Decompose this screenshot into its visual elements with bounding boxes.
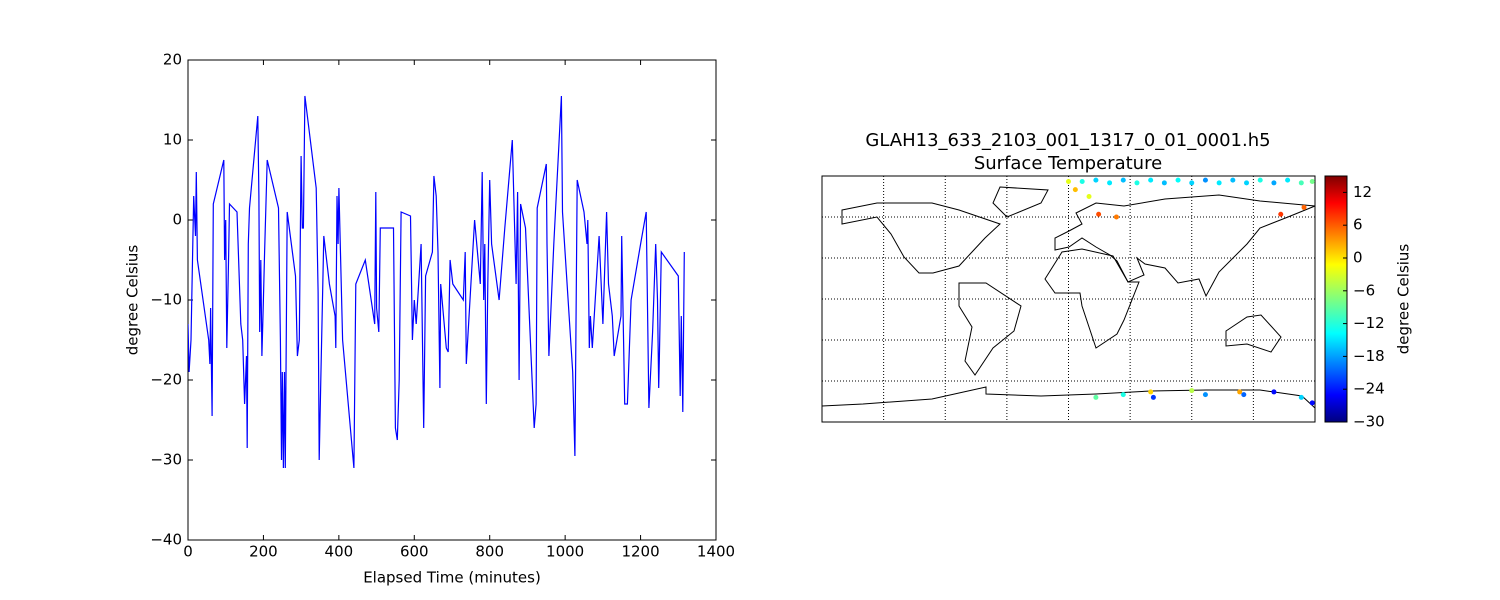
colorbar-tick-label: −18 xyxy=(1353,347,1385,365)
track-point xyxy=(1271,389,1277,395)
track-point xyxy=(1148,389,1154,395)
track-point xyxy=(1309,178,1315,184)
track-point xyxy=(1285,177,1291,183)
map-title: GLAH13_633_2103_001_1317_0_01_0001.h5 xyxy=(865,130,1270,151)
y-tick-label: 20 xyxy=(163,51,182,69)
colorbar-tick-label: −6 xyxy=(1353,281,1375,299)
y-tick-label: −30 xyxy=(150,451,182,469)
track-point xyxy=(1148,177,1154,183)
x-tick-label: 1200 xyxy=(621,543,659,561)
y-tick-label: 10 xyxy=(163,131,182,149)
track-point xyxy=(1301,204,1307,210)
plot-area xyxy=(187,59,717,541)
track-point xyxy=(1066,178,1071,184)
colorbar-label: degree Celsius xyxy=(1395,244,1413,355)
x-tick-label: 1000 xyxy=(546,543,584,561)
track-point xyxy=(1086,194,1092,199)
colorbar-tick-label: 0 xyxy=(1353,249,1363,267)
track-point xyxy=(1309,400,1315,406)
track-point xyxy=(1120,392,1126,398)
track-point xyxy=(1230,177,1236,183)
colorbar xyxy=(1324,175,1348,423)
y-tick-label: 0 xyxy=(172,211,182,229)
x-tick-label: 400 xyxy=(325,543,354,561)
track-point xyxy=(1237,389,1243,395)
track-point xyxy=(1298,180,1304,186)
colorbar-tick-label: −12 xyxy=(1353,314,1385,332)
track-point xyxy=(1189,180,1195,186)
track-point xyxy=(1072,187,1078,193)
track-point xyxy=(1093,177,1099,183)
data-line xyxy=(188,95,685,469)
track-point xyxy=(1107,180,1113,186)
track-point xyxy=(1257,177,1263,183)
track-point xyxy=(1216,180,1222,186)
x-tick-label: 0 xyxy=(183,543,193,561)
y-tick-label: −20 xyxy=(150,371,182,389)
map-subtitle: Surface Temperature xyxy=(974,153,1162,174)
track-point xyxy=(1278,211,1284,217)
y-tick-label: −10 xyxy=(150,291,182,309)
track-point xyxy=(1175,177,1181,183)
track-point xyxy=(1298,394,1304,400)
track-point xyxy=(1202,177,1208,183)
track-point xyxy=(1113,214,1119,220)
track-point xyxy=(1202,392,1208,398)
y-tick-label: −40 xyxy=(150,531,182,549)
track-point xyxy=(1134,180,1140,186)
track-point xyxy=(1161,180,1167,186)
track-point xyxy=(1093,394,1099,400)
x-tick-label: 600 xyxy=(400,543,429,561)
track-point xyxy=(1244,180,1250,186)
x-tick-label: 1400 xyxy=(697,543,735,561)
track-point xyxy=(1150,394,1156,400)
colorbar-tick-label: 12 xyxy=(1353,183,1372,201)
colorbar-tick-label: −30 xyxy=(1353,413,1385,431)
track-point xyxy=(1096,211,1102,217)
x-tick-label: 800 xyxy=(475,543,504,561)
track-point xyxy=(1079,178,1085,184)
y-axis-label: degree Celsius xyxy=(124,245,142,356)
x-axis-label: Elapsed Time (minutes) xyxy=(363,569,541,587)
track-point xyxy=(1271,180,1277,186)
map-frame xyxy=(821,175,1316,423)
x-tick-label: 200 xyxy=(249,543,278,561)
colorbar-tick-label: 6 xyxy=(1353,216,1363,234)
track-point xyxy=(1189,388,1195,394)
track-point xyxy=(1120,177,1126,183)
track-point xyxy=(1241,392,1247,398)
colorbar-tick-label: −24 xyxy=(1353,380,1385,398)
